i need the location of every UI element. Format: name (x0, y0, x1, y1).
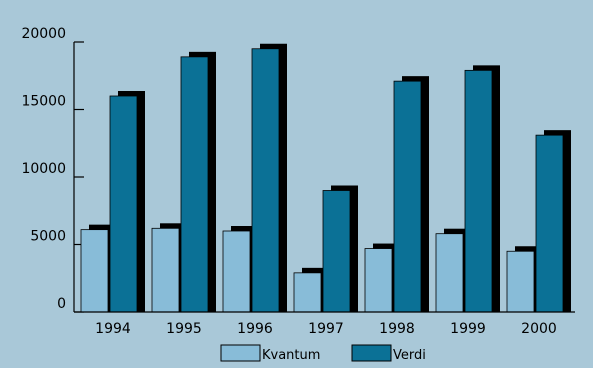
bar-verdi-1999 (464, 69, 493, 313)
bar-verdi-1998 (393, 80, 422, 313)
bar-verdi-1996 (251, 48, 280, 313)
y-tick-label: 10000 (21, 161, 66, 177)
bar-kvantum-1997 (293, 272, 322, 313)
legend: Kvantum Verdi (220, 344, 426, 363)
legend-label-kvantum: Kvantum (262, 348, 320, 363)
x-tick-label: 2000 (521, 321, 557, 337)
bar-kvantum-1995 (151, 227, 180, 313)
x-tick-label: 1995 (166, 321, 202, 337)
x-tick-label: 1994 (95, 321, 131, 337)
legend-swatch-kvantum (220, 344, 261, 362)
y-axis: 0 5000 10000 15000 20000 (21, 26, 84, 313)
x-tick-label: 1996 (237, 321, 273, 337)
bar-verdi-2000 (535, 134, 564, 313)
bar-verdi-1995 (180, 56, 209, 313)
bar-kvantum-2000 (506, 250, 535, 313)
y-tick-label: 20000 (21, 26, 66, 42)
bar-verdi-1997 (322, 190, 351, 313)
y-tick-label: 15000 (21, 94, 66, 110)
x-tick-label: 1998 (379, 321, 415, 337)
x-tick-label: 1999 (450, 321, 486, 337)
x-axis: 1994 1995 1996 1997 1998 1999 2000 (74, 311, 575, 337)
x-tick-label: 1997 (308, 321, 344, 337)
bar-kvantum-1999 (435, 233, 464, 313)
legend-swatch-verdi (351, 344, 392, 362)
bars-group (80, 43, 571, 313)
legend-label-verdi: Verdi (393, 348, 426, 363)
y-tick-label: 5000 (30, 229, 66, 245)
bar-kvantum-1998 (364, 248, 393, 313)
y-tick-label: 0 (57, 296, 66, 312)
bar-kvantum-1996 (222, 230, 251, 313)
bar-verdi-1994 (109, 95, 138, 313)
bar-kvantum-1994 (80, 229, 109, 313)
